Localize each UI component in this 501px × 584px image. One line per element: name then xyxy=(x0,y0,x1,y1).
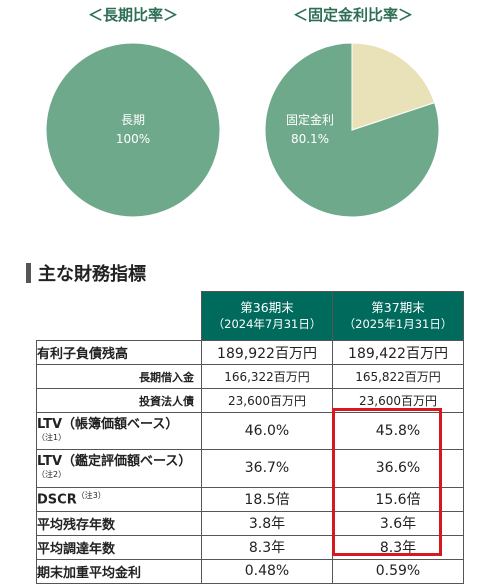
table-row: 期末加重平均金利 0.48% 0.59% xyxy=(36,558,464,584)
table-row: 有利子負債残高 189,922百万円 189,422百万円 xyxy=(36,340,464,365)
row-value: 165,822百万円 xyxy=(332,364,464,389)
row-label-text: 長期借入金 xyxy=(139,370,194,384)
row-note: （注1） xyxy=(37,433,67,442)
row-value: 0.59% xyxy=(332,558,464,584)
section-heading: 主な財務指標 xyxy=(26,260,146,286)
financial-indicators-table: 第36期末 （2024年7月31日） 第37期末 （2025年1月31日） 有利… xyxy=(36,291,464,584)
section-title: 主な財務指標 xyxy=(38,264,146,285)
row-label: LTV（帳簿価額ベース）（注1） xyxy=(36,411,202,451)
section-bar xyxy=(26,263,31,283)
table-row: LTV（帳簿価額ベース）（注1） 46.0% 45.8% xyxy=(36,411,464,451)
row-value: 23,600百万円 xyxy=(332,388,464,413)
row-label-text: LTV（帳簿価額ベース） xyxy=(37,417,179,432)
header-date: （2024年7月31日） xyxy=(212,317,322,331)
pie-slice-label: 長期 xyxy=(121,113,145,127)
row-label: LTV（鑑定評価額ベース）（注2） xyxy=(36,449,202,488)
table-row: 投資法人債 23,600百万円 23,600百万円 xyxy=(36,388,464,413)
row-value: 8.3年 xyxy=(332,534,464,560)
pie-charts: 長期 100% 固定金利 80.1% xyxy=(45,42,440,218)
row-value: 189,422百万円 xyxy=(332,340,464,365)
row-value: 23,600百万円 xyxy=(201,388,333,413)
table-row: 平均残存年数 3.8年 3.6年 xyxy=(36,510,464,536)
row-label-text: DSCR xyxy=(37,492,77,508)
header-col-36: 第36期末 （2024年7月31日） xyxy=(201,291,333,341)
row-label: 長期借入金 xyxy=(36,364,202,389)
pie-slice-label: 固定金利 xyxy=(286,112,334,127)
header-blank xyxy=(36,291,202,341)
header-period: 第36期末 xyxy=(240,300,294,315)
row-value: 0.48% xyxy=(201,558,333,584)
row-value: 3.6年 xyxy=(332,510,464,536)
header-date: （2025年1月31日） xyxy=(343,317,453,331)
pie-slice-value: 100% xyxy=(116,132,150,146)
row-label-text: 有利子負債残高 xyxy=(37,347,129,362)
row-label: DSCR（注3） xyxy=(36,486,202,512)
row-value: 18.5倍 xyxy=(201,486,333,512)
row-label: 平均調達年数 xyxy=(36,534,202,560)
row-value: 8.3年 xyxy=(201,534,333,560)
pie-slice xyxy=(45,42,221,218)
pie-slice xyxy=(351,42,436,131)
row-note: （注2） xyxy=(37,470,67,480)
header-period: 第37期末 xyxy=(371,300,425,315)
table-row: 長期借入金 166,322百万円 165,822百万円 xyxy=(36,364,464,389)
row-label-text: 投資法人債 xyxy=(139,394,194,408)
row-label-text: 平均調達年数 xyxy=(37,541,116,557)
row-value: 36.7% xyxy=(201,449,333,488)
row-label-text: 期末加重平均金利 xyxy=(37,565,142,581)
row-value: 46.0% xyxy=(201,411,333,451)
row-value: 36.6% xyxy=(332,449,464,488)
row-label: 投資法人債 xyxy=(36,388,202,413)
row-label: 有利子負債残高 xyxy=(36,340,202,365)
header-col-37: 第37期末 （2025年1月31日） xyxy=(332,291,464,341)
row-label-text: 平均残存年数 xyxy=(37,517,116,533)
row-label-text: LTV（鑑定評価額ベース） xyxy=(37,454,192,470)
pie-title-long-term: ＜長期比率＞ xyxy=(87,6,178,24)
row-value: 3.8年 xyxy=(201,510,333,536)
row-value: 189,922百万円 xyxy=(201,340,333,365)
pie-slice-value: 80.1% xyxy=(291,132,329,146)
table-row: DSCR（注3） 18.5倍 15.6倍 xyxy=(36,486,464,512)
row-value: 15.6倍 xyxy=(332,486,464,512)
pie-title-fixed-rate: ＜固定金利比率＞ xyxy=(292,6,413,24)
row-value: 45.8% xyxy=(332,411,464,451)
row-note: （注3） xyxy=(76,491,106,501)
table-row: 平均調達年数 8.3年 8.3年 xyxy=(36,534,464,560)
row-label: 期末加重平均金利 xyxy=(36,558,202,584)
row-label: 平均残存年数 xyxy=(36,510,202,536)
row-value: 166,322百万円 xyxy=(201,364,333,389)
table-row: LTV（鑑定評価額ベース）（注2） 36.7% 36.6% xyxy=(36,449,464,488)
